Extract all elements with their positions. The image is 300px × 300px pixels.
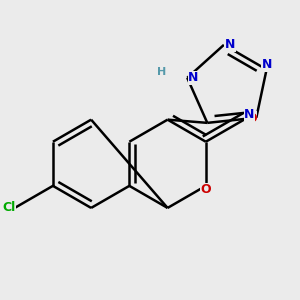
Text: N: N	[225, 38, 235, 51]
Text: O: O	[246, 112, 257, 125]
Text: N: N	[261, 58, 272, 71]
Text: O: O	[200, 184, 211, 196]
Text: N: N	[244, 108, 255, 121]
Text: Cl: Cl	[3, 201, 16, 214]
Text: H: H	[157, 67, 166, 77]
Text: N: N	[188, 71, 199, 84]
